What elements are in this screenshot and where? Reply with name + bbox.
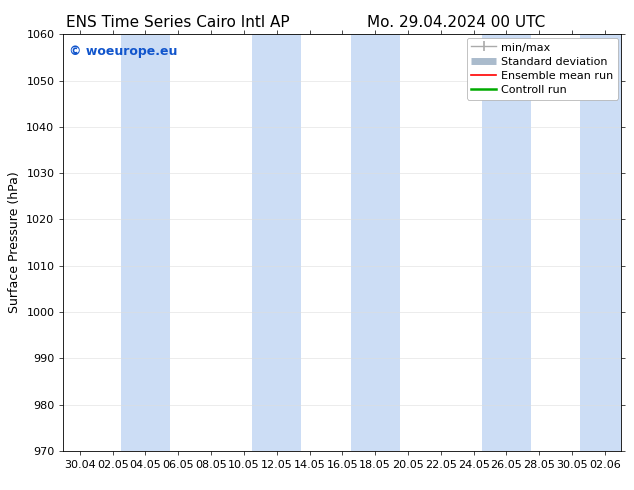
Bar (252, 34, 301, 451)
Y-axis label: Surface Pressure (hPa): Surface Pressure (hPa) (8, 172, 21, 314)
Legend: min/max, Standard deviation, Ensemble mean run, Controll run: min/max, Standard deviation, Ensemble me… (467, 38, 618, 99)
Text: Mo. 29.04.2024 00 UTC: Mo. 29.04.2024 00 UTC (367, 15, 546, 30)
Bar (482, 34, 531, 451)
Bar (351, 34, 400, 451)
Text: ENS Time Series Cairo Intl AP: ENS Time Series Cairo Intl AP (66, 15, 289, 30)
Bar (121, 34, 170, 451)
Text: © woeurope.eu: © woeurope.eu (69, 45, 178, 58)
Bar (580, 34, 630, 451)
